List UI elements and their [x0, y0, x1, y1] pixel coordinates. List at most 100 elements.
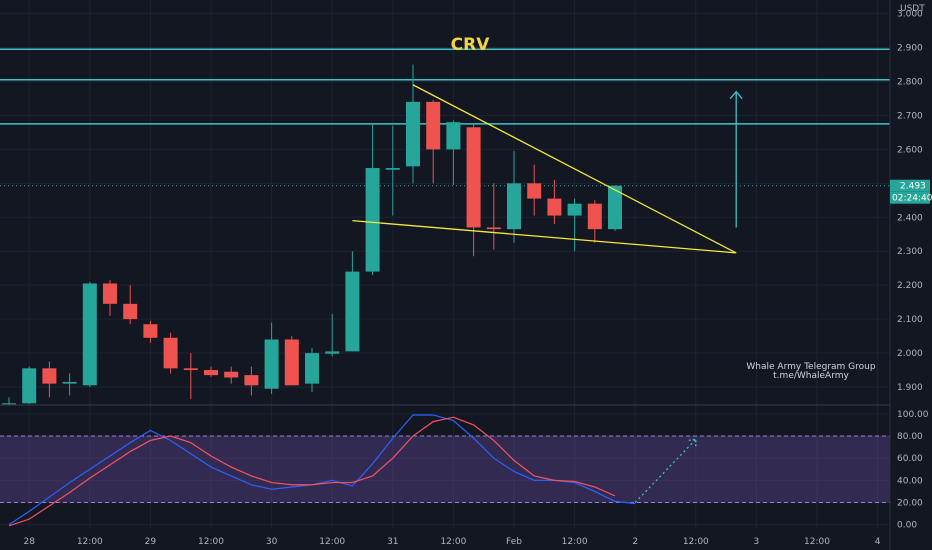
candle-body: [244, 375, 259, 386]
candle: [587, 200, 602, 243]
candle: [204, 366, 218, 377]
annotation-line-2: t.me/WhaleArmy: [773, 371, 849, 381]
candle: [284, 336, 299, 386]
candle: [507, 151, 521, 243]
chart-title: CRV: [451, 35, 491, 55]
osc-tick-label: 100.00: [897, 410, 929, 420]
candle-body: [143, 324, 158, 338]
candle-body: [547, 198, 562, 216]
grid: [0, 0, 890, 528]
candle: [325, 314, 340, 357]
candle: [466, 123, 481, 257]
candle-body: [123, 303, 138, 320]
oscillator-axis: 100.00 80.00 60.00 40.00 20.00 0.00: [897, 410, 929, 531]
candle: [82, 281, 97, 388]
time-tick-label: 31: [387, 537, 398, 547]
stoch-rsi-pane: [0, 414, 890, 527]
candle-body: [527, 183, 542, 199]
candle-body: [446, 122, 461, 150]
candle: [42, 361, 57, 398]
osc-tick-label: 60.00: [897, 454, 923, 464]
time-axis[interactable]: 28 12:00 29 12:00 30 12:00 31 12:00 Feb 12:00 2 12:…: [23, 537, 880, 547]
candle-body: [42, 368, 57, 384]
resistance-levels[interactable]: [0, 48, 890, 187]
candle-body: [587, 203, 602, 230]
time-tick-label: Feb: [506, 537, 522, 547]
price-tick-label: 3.000: [897, 10, 923, 20]
candle-body: [103, 283, 117, 304]
candle: [527, 164, 542, 216]
price-tick-label: 2.800: [897, 77, 923, 87]
candle-body: [325, 351, 340, 354]
candle-body: [365, 168, 380, 272]
osc-tick-label: 0.00: [897, 521, 917, 531]
candle: [426, 100, 441, 184]
price-tick-label: 2.300: [897, 247, 923, 257]
time-tick-label: 12:00: [804, 537, 830, 547]
last-price-tag: 2.493 02:24:40: [890, 179, 932, 204]
candle: [406, 64, 420, 184]
candle-body: [486, 227, 501, 230]
price-tick-label: 1.900: [897, 383, 923, 393]
time-tick-label: 29: [145, 537, 157, 547]
candle: [62, 373, 77, 396]
candle-body: [284, 339, 299, 386]
candle: [547, 179, 562, 225]
overbought-oversold-band: [0, 436, 890, 503]
candle-body: [224, 371, 239, 378]
arrow-head: [729, 90, 743, 100]
time-tick-label: 12:00: [319, 537, 345, 547]
candle-body: [567, 203, 582, 216]
candle: [365, 123, 380, 275]
candle-body: [2, 403, 16, 405]
candle-body: [305, 353, 319, 384]
price-tick-label: 2.400: [897, 213, 923, 223]
triangle-trendline: [412, 84, 737, 254]
time-tick-label: 12:00: [77, 537, 103, 547]
stoch-k-line: [8, 414, 636, 526]
candle-body: [204, 370, 218, 376]
target-arrow[interactable]: [729, 90, 743, 228]
trendlines[interactable]: [352, 84, 737, 254]
candle: [244, 366, 259, 396]
candle: [446, 120, 461, 186]
candle-body: [183, 368, 198, 371]
time-tick-label: 30: [266, 537, 278, 547]
candle: [163, 332, 178, 374]
candle-body: [345, 271, 360, 352]
osc-tick-label: 80.00: [897, 432, 923, 442]
last-price-value: 2.493: [900, 182, 926, 192]
candle-body: [608, 185, 622, 230]
price-tick-label: 2.900: [897, 44, 923, 54]
candle: [486, 183, 501, 250]
candle: [22, 366, 37, 404]
price-tick-label: 2.600: [897, 145, 923, 155]
candle: [143, 320, 158, 343]
candle-body: [62, 381, 77, 384]
candle: [103, 280, 117, 316]
candle: [2, 397, 16, 406]
candle: [224, 366, 239, 384]
candle-body: [385, 168, 400, 170]
candles: [2, 64, 622, 406]
candle-body: [426, 101, 441, 150]
candle-body: [82, 283, 97, 386]
time-tick-label: 12:00: [198, 537, 224, 547]
candle: [123, 285, 138, 325]
time-tick-label: 28: [23, 537, 35, 547]
time-tick-label: 3: [754, 537, 760, 547]
price-tick-label: 2.700: [897, 111, 923, 121]
candle: [183, 353, 198, 399]
time-tick-label: 12:00: [562, 537, 588, 547]
candle: [567, 198, 582, 252]
candle: [305, 347, 319, 393]
countdown-value: 02:24:40: [892, 194, 932, 204]
candle: [385, 125, 400, 216]
candle: [345, 251, 360, 352]
candle: [264, 322, 279, 394]
currency-label: USDT: [900, 4, 925, 14]
candle-body: [507, 183, 521, 230]
candle-body: [264, 339, 279, 389]
time-tick-label: 2: [632, 537, 638, 547]
